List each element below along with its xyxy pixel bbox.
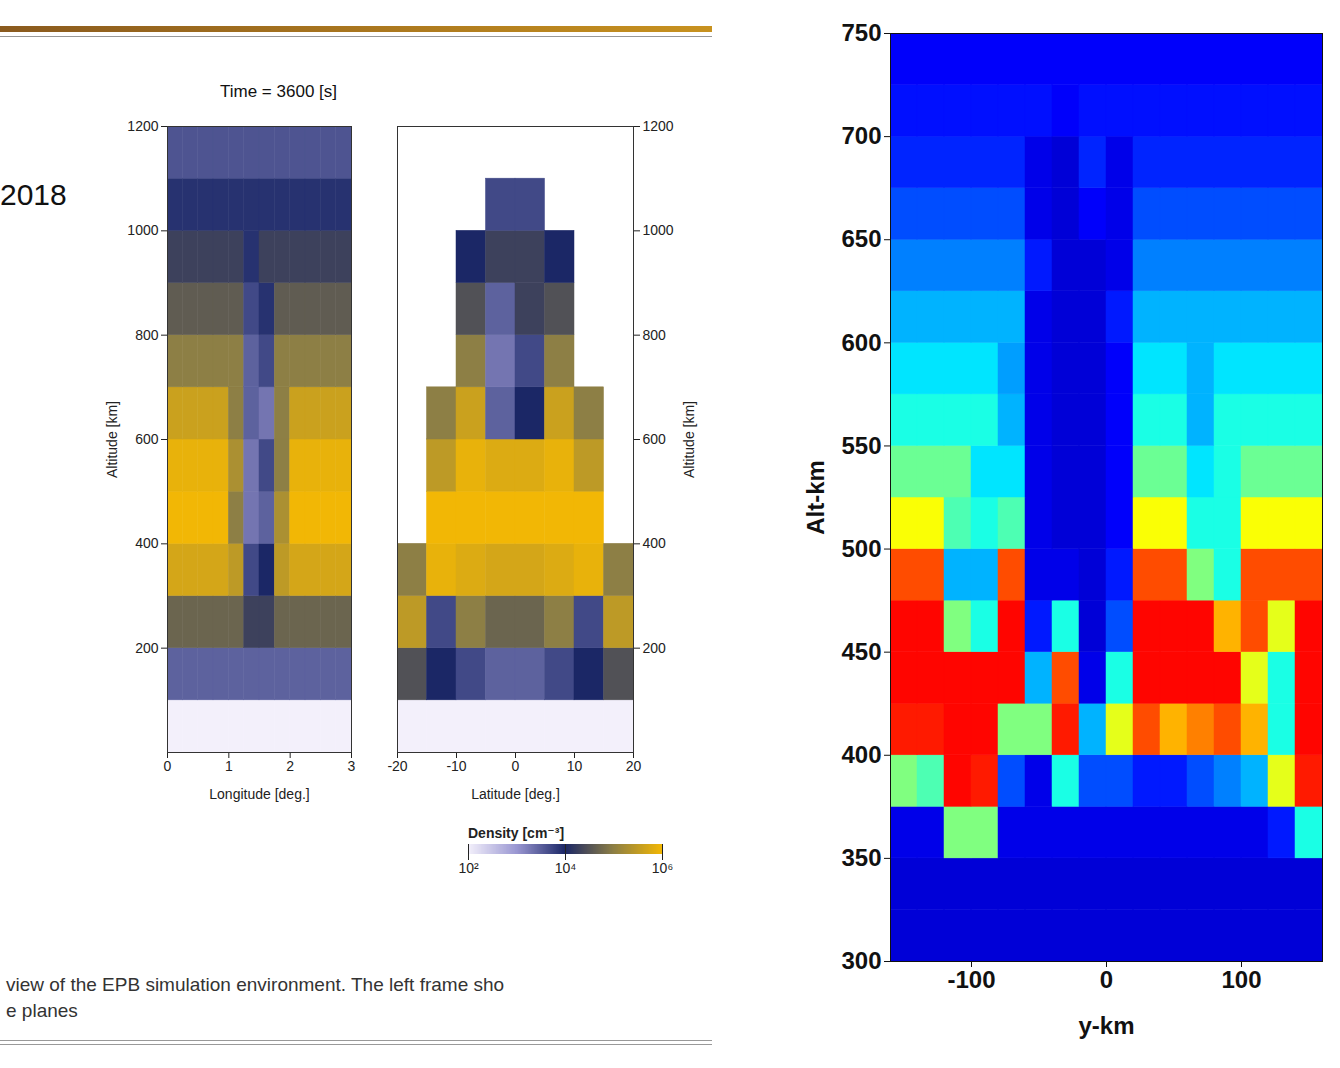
svg-text:200: 200	[135, 640, 159, 656]
svg-text:450: 450	[841, 638, 881, 665]
svg-text:-100: -100	[947, 966, 995, 993]
svg-text:800: 800	[135, 327, 159, 343]
svg-text:0: 0	[164, 758, 172, 774]
html-text:Time = 3600 [s]: Time = 3600 [s]	[220, 82, 337, 101]
svg-text:Latitude [deg.]: Latitude [deg.]	[471, 786, 560, 802]
svg-text:-10: -10	[446, 758, 466, 774]
svg-text:Longitude [deg.]: Longitude [deg.]	[209, 786, 309, 802]
svg-text:500: 500	[841, 535, 881, 562]
svg-text:3: 3	[348, 758, 356, 774]
svg-text:10⁴: 10⁴	[555, 860, 577, 876]
svg-text:y-km: y-km	[1078, 1012, 1134, 1039]
html-text:e planes: e planes	[6, 1000, 78, 1021]
svg-text:200: 200	[643, 640, 667, 656]
svg-text:1200: 1200	[127, 118, 158, 134]
svg-text:20: 20	[626, 758, 642, 774]
svg-text:Altitude [km]: Altitude [km]	[681, 401, 697, 478]
svg-text:400: 400	[841, 741, 881, 768]
svg-text:600: 600	[643, 431, 667, 447]
svg-text:700: 700	[841, 122, 881, 149]
svg-text:650: 650	[841, 225, 881, 252]
svg-text:750: 750	[841, 19, 881, 46]
svg-text:300: 300	[841, 947, 881, 974]
svg-text:800: 800	[643, 327, 667, 343]
svg-text:0: 0	[512, 758, 520, 774]
svg-text:Density [cm⁻³]: Density [cm⁻³]	[468, 825, 564, 841]
svg-text:350: 350	[841, 844, 881, 871]
svg-text:1000: 1000	[127, 222, 158, 238]
html-text:2018: 2018	[0, 178, 67, 211]
svg-text:600: 600	[841, 329, 881, 356]
svg-text:10⁶: 10⁶	[652, 860, 673, 876]
svg-text:1200: 1200	[643, 118, 674, 134]
svg-text:10: 10	[567, 758, 583, 774]
svg-text:2: 2	[286, 758, 294, 774]
svg-text:1: 1	[225, 758, 233, 774]
svg-text:400: 400	[643, 535, 667, 551]
html-text:view of the EPB simulation env: view of the EPB simulation environment. …	[6, 974, 505, 995]
svg-text:600: 600	[135, 431, 159, 447]
svg-text:1000: 1000	[643, 222, 674, 238]
svg-text:-20: -20	[387, 758, 407, 774]
svg-text:Alt-km: Alt-km	[802, 460, 829, 535]
svg-text:550: 550	[841, 432, 881, 459]
svg-text:400: 400	[135, 535, 159, 551]
svg-text:100: 100	[1221, 966, 1261, 993]
svg-text:0: 0	[1100, 966, 1113, 993]
svg-text:Altitude [km]: Altitude [km]	[104, 401, 120, 478]
svg-text:10²: 10²	[458, 860, 479, 876]
